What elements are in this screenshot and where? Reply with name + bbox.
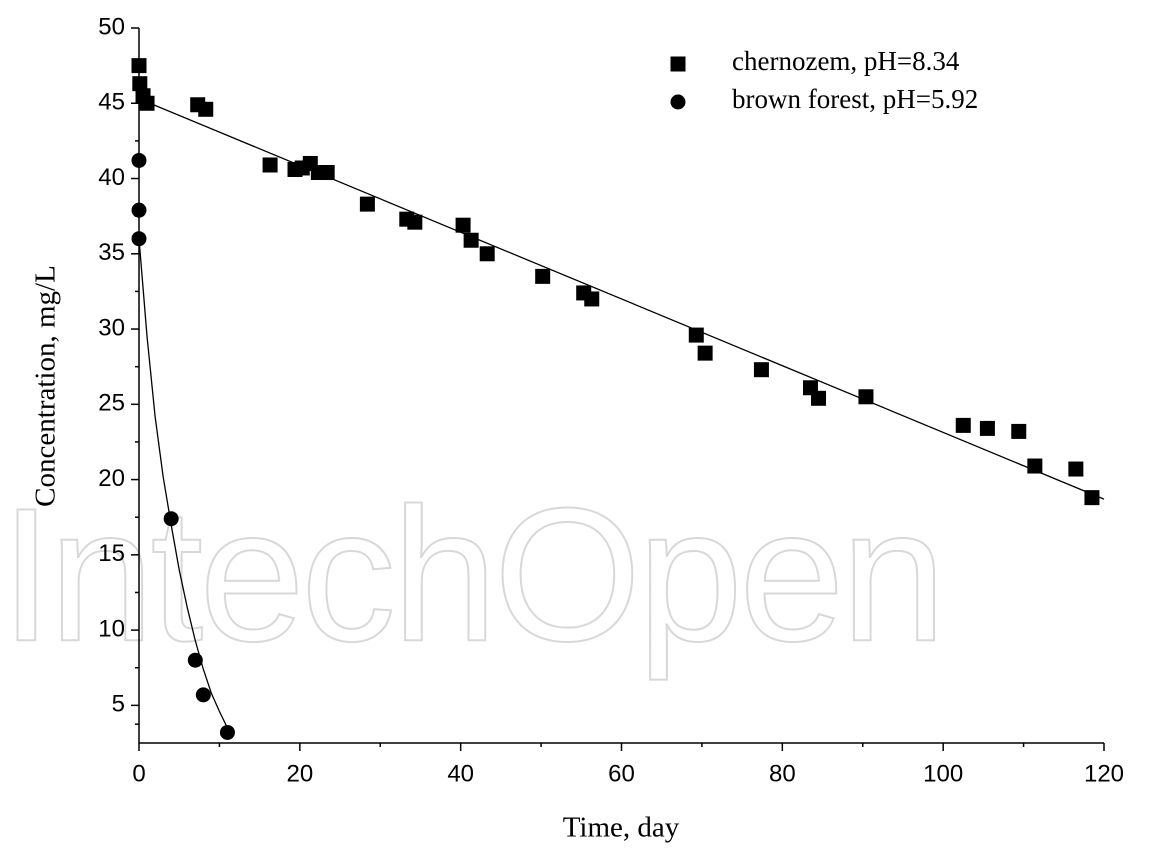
x-tick-label: 20 (286, 760, 313, 787)
square-marker (688, 327, 704, 343)
x-tick-label: 80 (769, 760, 796, 787)
y-tick-label: 10 (98, 615, 125, 642)
y-tick-label: 25 (98, 390, 125, 417)
circle-marker (219, 724, 235, 740)
square-marker (319, 165, 335, 181)
circle-marker (187, 652, 203, 668)
square-marker (139, 95, 155, 111)
square-marker (463, 232, 479, 248)
circle-marker (131, 231, 147, 247)
x-tick-label: 40 (447, 760, 474, 787)
legend-label: chernozem, pH=8.34 (732, 46, 960, 76)
square-marker (1084, 490, 1100, 506)
watermark: IntechOpen (0, 469, 942, 681)
legend-label: brown forest, pH=5.92 (732, 84, 978, 114)
x-tick-label: 120 (1084, 760, 1124, 787)
square-marker (753, 362, 769, 378)
y-tick-label: 40 (98, 164, 125, 191)
square-marker (955, 417, 971, 433)
square-marker (670, 56, 686, 72)
y-tick-label: 5 (112, 691, 125, 718)
circle-marker (131, 152, 147, 168)
fit-line (138, 98, 1105, 500)
y-tick-label: 50 (98, 13, 125, 40)
square-marker (407, 214, 423, 230)
square-marker (979, 420, 995, 436)
y-tick-label: 15 (98, 540, 125, 567)
circle-marker (670, 94, 686, 110)
square-marker (198, 101, 214, 117)
square-marker (1011, 423, 1027, 439)
y-tick-label: 30 (98, 314, 125, 341)
square-marker (858, 389, 874, 405)
square-marker (132, 76, 148, 92)
square-marker (811, 390, 827, 406)
square-marker (1068, 461, 1084, 477)
circle-marker (163, 511, 179, 527)
y-tick-label: 20 (98, 465, 125, 492)
y-tick-label: 35 (98, 239, 125, 266)
x-tick-label: 100 (923, 760, 963, 787)
square-marker (455, 217, 471, 233)
y-tick-label: 45 (98, 89, 125, 116)
square-marker (697, 345, 713, 361)
square-marker (535, 268, 551, 284)
x-axis-title: Time, day (563, 812, 680, 844)
square-marker (479, 246, 495, 262)
square-marker (584, 291, 600, 307)
x-tick-label: 0 (132, 760, 145, 787)
fit-line (138, 238, 229, 729)
x-tick-label: 60 (608, 760, 635, 787)
circle-marker (195, 687, 211, 703)
square-marker (1027, 458, 1043, 474)
square-marker (262, 157, 278, 173)
square-marker (359, 196, 375, 212)
y-axis-title: Concentration, mg/L (30, 265, 62, 507)
circle-marker (131, 202, 147, 218)
square-marker (131, 58, 147, 74)
